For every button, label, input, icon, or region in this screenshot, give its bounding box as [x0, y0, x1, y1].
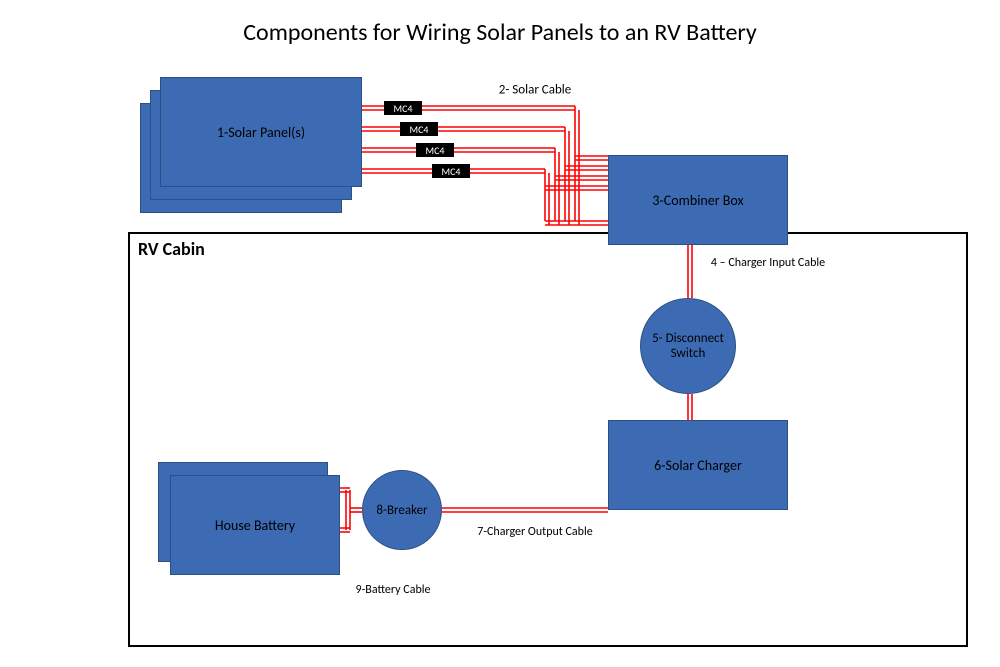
node-batt_front: House Battery: [170, 475, 340, 575]
node-breaker: 8-Breaker: [362, 470, 442, 550]
node-panel_front-label: 1-Solar Panel(s): [217, 124, 305, 141]
node-charger-label: 6-Solar Charger: [654, 457, 742, 474]
label-charger_in: 4 – Charger Input Cable: [711, 256, 825, 270]
label-solar_cable: 2- Solar Cable: [499, 83, 571, 98]
node-panel_front: 1-Solar Panel(s): [160, 77, 362, 187]
rv-cabin-frame: [128, 232, 968, 647]
mc4-connector: MC4: [416, 143, 454, 157]
mc4-connector: MC4: [432, 164, 470, 178]
node-batt_front-label: House Battery: [215, 517, 295, 534]
mc4-label: MC4: [394, 102, 413, 115]
label-batt_cable: 9-Battery Cable: [356, 583, 431, 597]
node-combiner: 3-Combiner Box: [608, 155, 788, 245]
mc4-connector: MC4: [384, 101, 422, 115]
diagram-title: Components for Wiring Solar Panels to an…: [0, 18, 1000, 47]
node-charger: 6-Solar Charger: [608, 420, 788, 510]
mc4-label: MC4: [442, 165, 461, 178]
node-disconnect: 5- Disconnect Switch: [640, 298, 736, 394]
label-charger_out: 7-Charger Output Cable: [477, 525, 592, 539]
rv-cabin-label: RV Cabin: [138, 238, 205, 260]
mc4-label: MC4: [426, 144, 445, 157]
mc4-label: MC4: [410, 123, 429, 136]
mc4-connector: MC4: [400, 122, 438, 136]
node-breaker-label: 8-Breaker: [376, 503, 427, 518]
node-disconnect-label: 5- Disconnect Switch: [645, 331, 731, 361]
node-combiner-label: 3-Combiner Box: [652, 192, 743, 209]
